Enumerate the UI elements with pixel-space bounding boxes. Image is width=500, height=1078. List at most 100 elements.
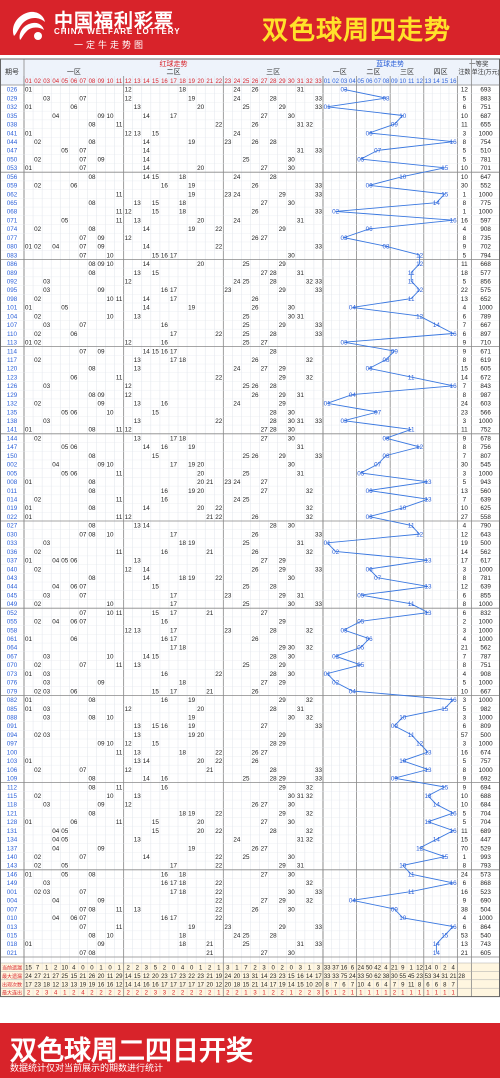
red-ball-number: 02 bbox=[34, 401, 42, 408]
red-ball-number: 27 bbox=[261, 427, 269, 434]
issue-number: 094 bbox=[7, 732, 18, 739]
red-number-header: 31 bbox=[297, 79, 304, 85]
red-ball-number: 31 bbox=[297, 418, 305, 425]
red-ball-number: 14 bbox=[143, 758, 151, 765]
red-ball-number: 07 bbox=[79, 148, 87, 155]
red-ball-number: 14 bbox=[143, 113, 151, 120]
red-ball-number: 14 bbox=[143, 296, 151, 303]
red-ball-number: 26 bbox=[252, 802, 260, 809]
issue-number: 007 bbox=[7, 906, 18, 913]
red-ball-number: 17 bbox=[170, 287, 178, 294]
red-ball-number: 31 bbox=[297, 148, 305, 155]
red-ball-number: 14 bbox=[143, 575, 151, 582]
stat-value: 19 bbox=[279, 982, 286, 988]
stat-value: 13 bbox=[70, 982, 77, 988]
red-ball-number: 30 bbox=[288, 462, 296, 469]
blue-ball-number: 06 bbox=[366, 636, 374, 643]
blue-ball-number: 02 bbox=[332, 549, 340, 556]
prize-header: 一等奖 bbox=[469, 59, 489, 68]
red-ball-number: 17 bbox=[170, 915, 178, 922]
prize-amount: 562 bbox=[480, 645, 491, 652]
red-ball-number: 30 bbox=[288, 409, 296, 416]
blue-ball-number: 06 bbox=[366, 130, 374, 137]
red-ball-number: 14 bbox=[143, 854, 151, 861]
prize-amount: 1000 bbox=[479, 680, 494, 687]
prize-amount: 639 bbox=[480, 584, 491, 591]
red-ball-number: 13 bbox=[134, 401, 142, 408]
red-ball-number: 02 bbox=[34, 662, 42, 669]
red-ball-number: 31 bbox=[297, 706, 305, 713]
red-ball-number: 18 bbox=[179, 200, 187, 207]
red-ball-number: 16 bbox=[161, 915, 169, 922]
red-ball-number: 31 bbox=[297, 470, 305, 477]
red-ball-number: 20 bbox=[197, 217, 205, 224]
prize-amount: 908 bbox=[480, 671, 491, 678]
stat-value: 2 bbox=[271, 991, 275, 997]
red-ball-number: 21 bbox=[206, 514, 214, 521]
stat-value: 29 bbox=[116, 974, 123, 980]
red-ball-number: 08 bbox=[88, 531, 96, 538]
prize-amount: 674 bbox=[480, 749, 491, 756]
issue-number: 035 bbox=[7, 113, 18, 120]
red-ball-number: 05 bbox=[61, 409, 69, 416]
red-ball-number: 33 bbox=[315, 531, 323, 538]
prize-amount: 756 bbox=[480, 444, 491, 451]
red-ball-number: 30 bbox=[288, 418, 296, 425]
prize-amount: 1000 bbox=[479, 601, 494, 608]
red-ball-number: 25 bbox=[242, 340, 250, 347]
red-ball-number: 15 bbox=[152, 409, 160, 416]
red-ball-number: 09 bbox=[98, 392, 106, 399]
red-ball-number: 17 bbox=[170, 357, 178, 364]
red-ball-number: 28 bbox=[270, 627, 278, 634]
red-ball-number: 27 bbox=[261, 749, 269, 756]
red-ball-number: 29 bbox=[279, 104, 287, 111]
stat-value: 3 bbox=[163, 991, 167, 997]
red-ball-number: 26 bbox=[252, 549, 260, 556]
red-ball-number: 32 bbox=[306, 505, 314, 512]
red-ball-number: 30 bbox=[288, 200, 296, 207]
red-ball-number: 29 bbox=[279, 732, 287, 739]
red-ball-number: 12 bbox=[125, 767, 133, 774]
prize-count: 9 bbox=[463, 776, 467, 783]
red-ball-number: 03 bbox=[43, 802, 51, 809]
red-ball-number: 01 bbox=[25, 636, 33, 643]
red-ball-number: 14 bbox=[143, 261, 151, 268]
stat-value: 27 bbox=[52, 974, 59, 980]
prize-amount: 1000 bbox=[479, 418, 494, 425]
issue-number: 021 bbox=[7, 950, 18, 957]
red-ball-number: 14 bbox=[143, 776, 151, 783]
red-ball-number: 29 bbox=[279, 401, 287, 408]
red-ball-number: 02 bbox=[34, 549, 42, 556]
issue-number: 138 bbox=[7, 418, 18, 425]
prize-count: 3 bbox=[463, 627, 467, 634]
red-ball-number: 01 bbox=[25, 706, 33, 713]
red-ball-number: 24 bbox=[233, 279, 241, 286]
red-ball-number: 08 bbox=[88, 950, 96, 957]
blue-ball-number: 03 bbox=[340, 87, 348, 94]
red-ball-number: 22 bbox=[215, 915, 223, 922]
blue-number-header: 06 bbox=[366, 79, 373, 85]
red-ball-number: 28 bbox=[270, 95, 278, 102]
red-ball-number: 13 bbox=[134, 357, 142, 364]
red-ball-number: 18 bbox=[179, 871, 187, 878]
red-ball-number: 33 bbox=[315, 148, 323, 155]
red-ball-number: 11 bbox=[116, 209, 123, 216]
red-ball-number: 30 bbox=[288, 156, 296, 163]
blue-ball-number: 16 bbox=[450, 217, 458, 224]
prize-count: 22 bbox=[461, 287, 469, 294]
issue-number: 008 bbox=[7, 479, 18, 486]
red-ball-number: 25 bbox=[242, 601, 250, 608]
stat-value: 20 bbox=[152, 974, 159, 980]
red-ball-number: 07 bbox=[79, 235, 87, 242]
red-ball-number: 16 bbox=[161, 776, 169, 783]
red-ball-number: 13 bbox=[134, 906, 142, 913]
red-ball-number: 16 bbox=[161, 348, 169, 355]
prize-count: 8 bbox=[463, 575, 467, 582]
red-ball-number: 08 bbox=[88, 871, 96, 878]
prize-amount: 832 bbox=[480, 610, 491, 617]
stat-value: 1 bbox=[217, 991, 221, 997]
stat-value: 18 bbox=[234, 982, 241, 988]
issue-number: 036 bbox=[7, 549, 18, 556]
red-ball-number: 27 bbox=[261, 270, 269, 277]
red-ball-number: 30 bbox=[288, 575, 296, 582]
